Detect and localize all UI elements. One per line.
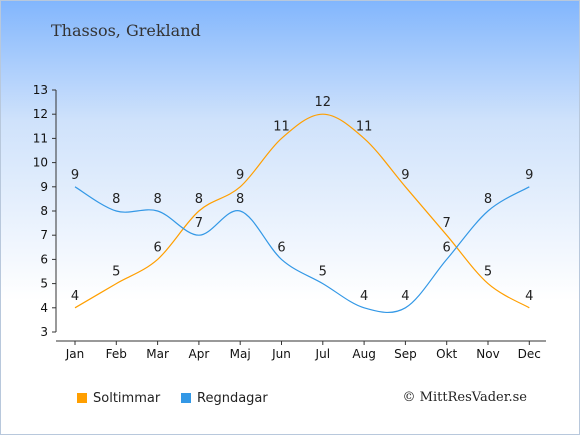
data-label-soltimmar: 5 — [112, 265, 120, 280]
data-label-regndagar: 8 — [112, 192, 120, 207]
data-label-soltimmar: 8 — [195, 192, 203, 207]
data-label-soltimmar: 11 — [356, 119, 373, 134]
data-label-regndagar: 8 — [153, 192, 161, 207]
y-tick-label: 10 — [33, 156, 48, 170]
data-label-soltimmar: 6 — [153, 240, 161, 255]
x-tick-label-dec: Dec — [518, 347, 541, 361]
legend-item-soltimmar: Soltimmar — [77, 390, 160, 406]
y-tick-label: 12 — [33, 107, 48, 121]
y-tick-label: 4 — [40, 301, 48, 315]
x-tick-label-jul: Jul — [315, 347, 330, 361]
page-title: Thassos, Grekland — [51, 21, 201, 40]
x-tick-label-jun: Jun — [271, 347, 291, 361]
credit-text: © MittResVader.se — [402, 390, 527, 405]
data-label-soltimmar: 4 — [525, 289, 533, 304]
y-tick-label: 7 — [40, 228, 48, 242]
y-tick-label: 8 — [40, 204, 48, 218]
x-tick-label-okt: Okt — [436, 347, 457, 361]
data-label-soltimmar: 9 — [236, 168, 244, 183]
legend-swatch-regndagar — [181, 393, 191, 403]
y-tick-label: 3 — [40, 325, 48, 339]
y-tick-label: 6 — [40, 252, 48, 266]
data-label-regndagar: 4 — [401, 289, 409, 304]
y-tick-label: 13 — [33, 83, 48, 97]
x-tick-label-maj: Maj — [230, 347, 251, 361]
series-line-regndagar — [74, 186, 530, 314]
data-label-regndagar: 8 — [484, 192, 492, 207]
data-label-regndagar: 6 — [277, 240, 285, 255]
x-tick-label-aug: Aug — [352, 347, 375, 361]
data-label-regndagar: 4 — [360, 289, 368, 304]
x-tick-label-jan: Jan — [65, 347, 85, 361]
data-label-regndagar: 5 — [319, 265, 327, 280]
y-tick-label: 11 — [33, 131, 48, 145]
data-label-soltimmar: 7 — [443, 216, 451, 231]
data-label-soltimmar: 5 — [484, 265, 492, 280]
data-label-soltimmar: 4 — [71, 289, 79, 304]
x-tick-label-mar: Mar — [146, 347, 169, 361]
y-tick-label: 5 — [40, 277, 48, 291]
legend-item-regndagar: Regndagar — [181, 390, 268, 406]
series-line-soltimmar — [74, 113, 530, 309]
legend-label-regndagar: Regndagar — [197, 390, 268, 406]
x-tick-label-sep: Sep — [394, 347, 417, 361]
data-label-regndagar: 9 — [71, 168, 79, 183]
data-label-regndagar: 9 — [525, 168, 533, 183]
x-tick-label-nov: Nov — [476, 347, 499, 361]
data-label-soltimmar: 9 — [401, 168, 409, 183]
data-label-regndagar: 6 — [443, 240, 451, 255]
legend-swatch-soltimmar — [77, 393, 87, 403]
data-label-regndagar: 8 — [236, 192, 244, 207]
legend-label-soltimmar: Soltimmar — [93, 390, 161, 406]
data-label-soltimmar: 12 — [315, 95, 332, 110]
data-label-soltimmar: 11 — [273, 119, 290, 134]
x-tick-label-feb: Feb — [106, 347, 127, 361]
y-tick-label: 9 — [40, 180, 48, 194]
data-label-regndagar: 7 — [195, 216, 203, 231]
x-tick-label-apr: Apr — [189, 347, 210, 361]
